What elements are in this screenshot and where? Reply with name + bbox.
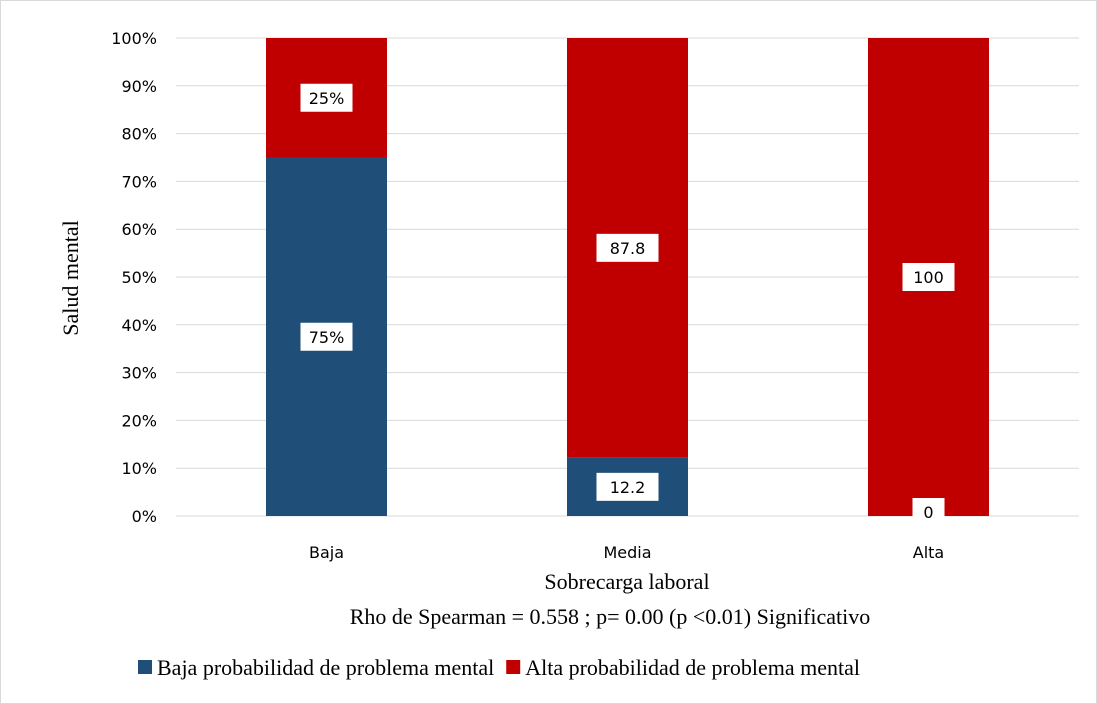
y-axis-ticks: 0% 10% 20% 30% 40% 50% 60% 70% 80% 90% 100% (111, 29, 157, 526)
data-label: 87.8 (610, 239, 646, 258)
y-tick-label: 100% (111, 29, 157, 48)
chart-subtitle: Rho de Spearman = 0.558 ; p= 0.00 (p <0.… (350, 604, 871, 629)
data-label: 0 (923, 503, 933, 522)
x-axis-categories: Baja Media Alta (309, 543, 944, 562)
y-tick-label: 20% (121, 411, 157, 430)
data-label: 100 (913, 268, 944, 287)
data-label: 75% (309, 328, 345, 347)
y-tick-label: 0% (132, 507, 157, 526)
legend-entry: Baja probabilidad de problema mental (157, 655, 494, 680)
legend-swatch (506, 660, 521, 674)
y-tick-label: 70% (121, 172, 157, 191)
data-label-box (300, 322, 353, 351)
x-category-label: Alta (913, 543, 944, 562)
legend: Baja probabilidad de problema mental Alta… (138, 655, 860, 680)
y-tick-label: 30% (121, 364, 157, 383)
data-label: 12.2 (610, 478, 646, 497)
y-tick-label: 60% (121, 220, 157, 239)
data-label-box (596, 233, 659, 262)
x-axis-title: Sobrecarga laboral (544, 569, 709, 594)
y-tick-label: 50% (121, 268, 157, 287)
x-category-label: Baja (309, 543, 344, 562)
y-tick-label: 80% (121, 125, 157, 144)
data-label-box (300, 83, 353, 112)
data-labels: 75% 25% 12.2 87.8 0 100 (300, 83, 955, 526)
data-label-box (596, 472, 659, 501)
data-label-box (902, 263, 955, 291)
y-tick-label: 90% (121, 77, 157, 96)
data-label-box (912, 498, 945, 526)
y-axis-title: Salud mental (58, 220, 83, 335)
x-category-label: Media (603, 543, 651, 562)
y-tick-label: 40% (121, 316, 157, 335)
data-label: 25% (309, 89, 345, 108)
bars (266, 38, 989, 516)
legend-entry: Alta probabilidad de problema mental (525, 655, 860, 680)
legend-swatch (138, 660, 152, 674)
y-tick-label: 10% (121, 459, 157, 478)
